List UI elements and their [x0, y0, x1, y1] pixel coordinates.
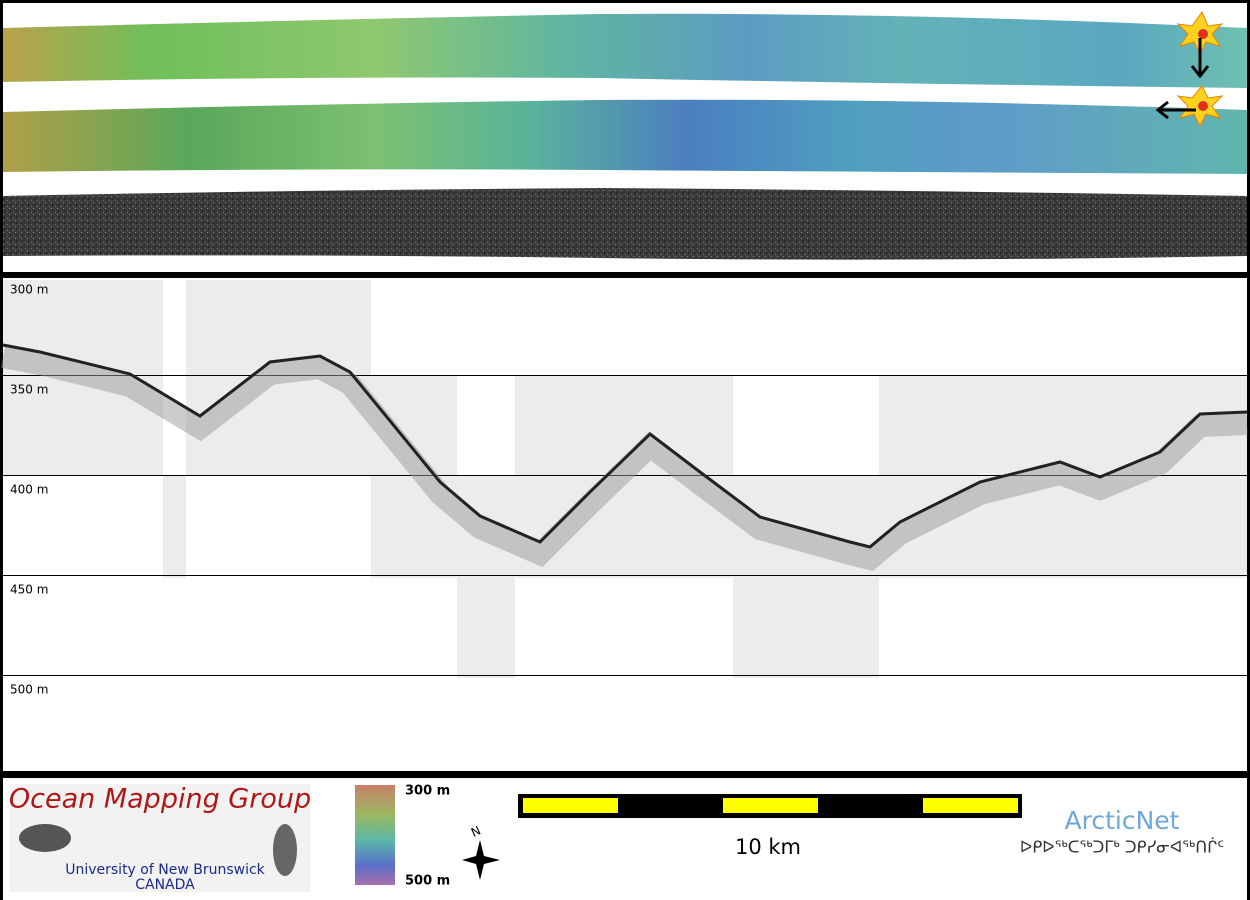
- scale-bar: [518, 794, 1022, 818]
- depth-label: 500 m: [10, 683, 48, 697]
- depth-label: 450 m: [10, 583, 48, 597]
- arcticnet-title: ArcticNet: [1065, 806, 1180, 835]
- colorbar-label: 300 m: [405, 784, 450, 799]
- scale-label: 10 km: [735, 835, 801, 859]
- arcticnet-subtitle: ᐅᑭᐅᖅᑕᖅᑐᒥᒃ ᑐᑭᓯᓂᐊᖅᑎᒌᑦ: [1020, 838, 1224, 857]
- colorbar: [355, 785, 395, 885]
- ship-marker: [1176, 10, 1224, 79]
- seafloor-profile: [2, 343, 1248, 549]
- bathymetry-strip: [3, 13, 1247, 88]
- subbottom-layers: [0, 346, 1248, 572]
- logo-line: University of New Brunswick: [65, 862, 265, 878]
- depth-label: 300 m: [10, 283, 48, 297]
- logo-title: Ocean Mapping Group: [9, 784, 311, 815]
- logo-line: CANADA: [135, 877, 195, 893]
- omg-logo: Ocean Mapping Group University of New Br…: [9, 784, 311, 894]
- ship-marker: [1155, 85, 1224, 128]
- depth-label: 350 m: [10, 383, 48, 397]
- backscatter-strip: [3, 188, 1247, 260]
- bathymetry-strip: [3, 99, 1247, 174]
- depth-label: 400 m: [10, 483, 48, 497]
- colorbar-label: 500 m: [405, 874, 450, 889]
